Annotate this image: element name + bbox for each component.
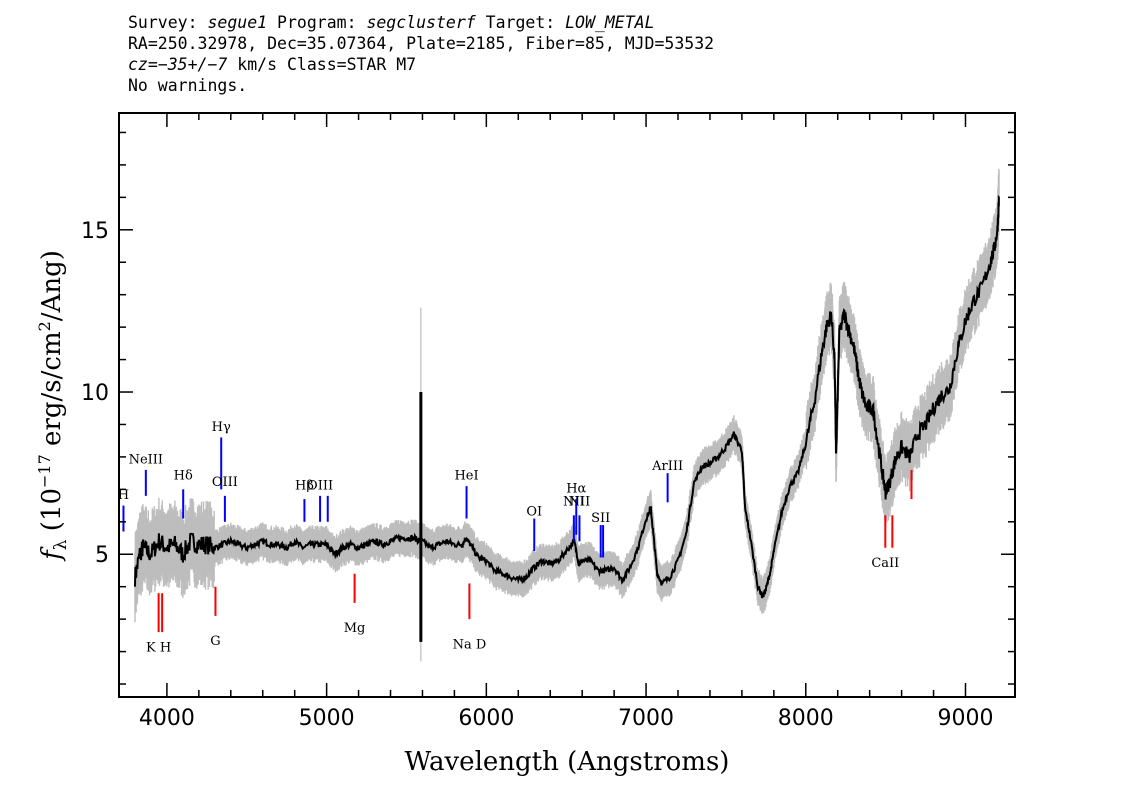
emission-line-label: OIII (307, 478, 333, 493)
target-label: Target: (475, 13, 566, 32)
cz-value: −35+/−7 (157, 55, 228, 74)
x-tick-label: 8000 (778, 706, 834, 731)
emission-line-label: OIII (212, 475, 238, 490)
error-band (134, 168, 1000, 623)
emission-line-label: NII (563, 495, 585, 510)
spectrum-header: Survey: segue1 Program: segclusterf Targ… (128, 12, 714, 96)
y-tick-label: 10 (81, 381, 109, 406)
header-line-redshift: cz=−35+/−7 km/s Class=STAR M7 (128, 54, 714, 75)
emission-line-label: ArIII (651, 459, 683, 474)
program-label: Program: (267, 13, 367, 32)
emission-line-label: H (118, 488, 129, 503)
y-axis-title: fλ (10−17 erg/s/cm2/Ang) (35, 250, 71, 562)
program-value: segclusterf (366, 13, 476, 32)
absorption-line-label: Mg (344, 621, 366, 636)
cz-label: cz= (128, 55, 158, 74)
y-tick-label: 15 (81, 219, 109, 244)
emission-line-label: Hγ (212, 420, 231, 435)
x-tick-label: 6000 (458, 706, 514, 731)
x-tick-label: 4000 (139, 706, 195, 731)
header-line-survey: Survey: segue1 Program: segclusterf Targ… (128, 12, 714, 33)
flux-line (134, 194, 1000, 599)
spectrum-marks (134, 194, 1000, 662)
x-axis-title: Wavelength (Angstroms) (405, 747, 730, 777)
x-tick-label: 9000 (937, 706, 993, 731)
x-tick-label: 5000 (299, 706, 355, 731)
emission-line-label: Hδ (174, 469, 193, 484)
emission-line-label: HeI (454, 469, 478, 484)
target-value: LOW_METAL (565, 13, 655, 32)
x-tick-label: 7000 (618, 706, 674, 731)
absorption-line-label: CaII (871, 556, 899, 571)
absorption-line-label: K H (146, 641, 171, 656)
emission-line-label: Hβ (295, 478, 314, 493)
emission-line-label: NeIII (129, 452, 163, 467)
absorption-line-label: Na D (453, 637, 487, 652)
survey-value: segue1 (207, 13, 268, 32)
class-text: km/s Class=STAR M7 (227, 55, 417, 74)
absorption-line-label: G (210, 634, 220, 649)
header-line-coordinates: RA=250.32978, Dec=35.07364, Plate=2185, … (128, 34, 715, 53)
emission-line-label: OI (526, 504, 542, 519)
emission-line-label: Hα (566, 482, 586, 497)
y-tick-label: 5 (95, 543, 109, 568)
header-line-warnings: No warnings. (128, 76, 248, 95)
survey-label: Survey: (128, 13, 208, 32)
plot-frame (118, 112, 1016, 698)
emission-line-label: NII (569, 495, 591, 510)
axis-ticks: 4000 5000 6000 7000 8000 9000 5 10 15 (81, 113, 1015, 731)
emission-line-label: SII (591, 511, 610, 526)
